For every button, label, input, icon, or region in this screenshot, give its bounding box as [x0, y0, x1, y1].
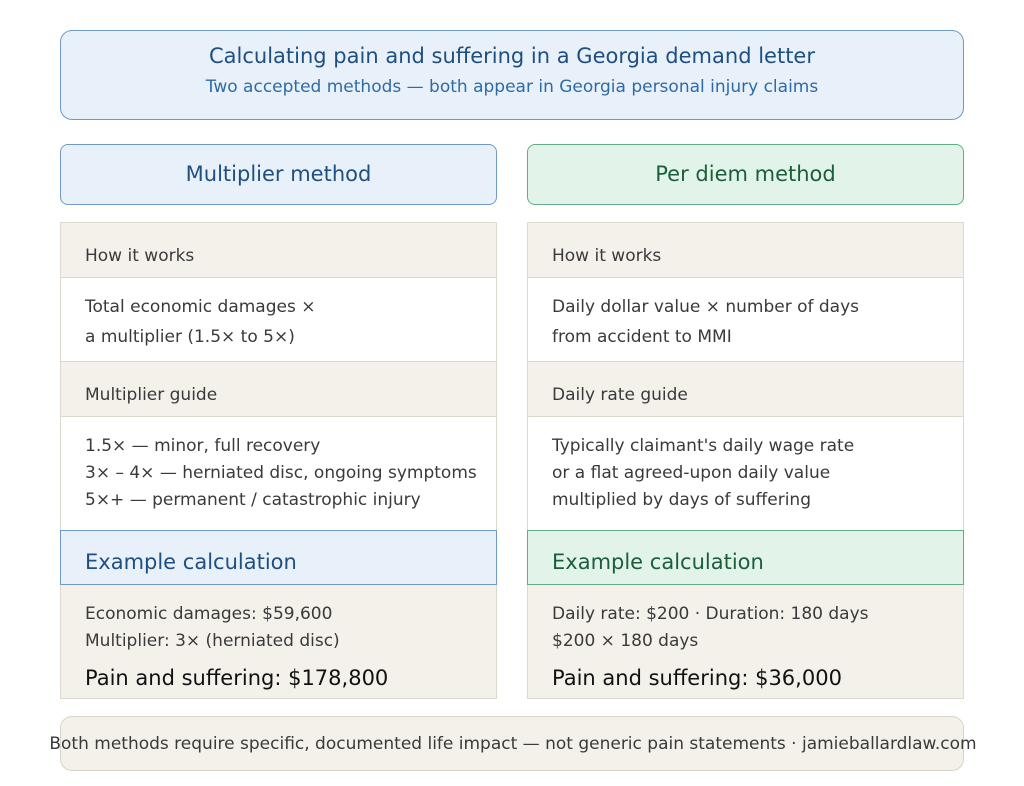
guide-line: 3× – 4× — herniated disc, ongoing sympto… — [85, 463, 477, 483]
daily-rate-guide-body: Typically claimant's daily wage rate or … — [528, 417, 963, 530]
guide-line: multiplied by days of suffering — [552, 490, 811, 510]
example-line: Multiplier: 3× (herniated disc) — [85, 631, 340, 651]
how-it-works-label: How it works — [552, 246, 662, 266]
example-calculation-heading: Example calculation — [60, 530, 497, 585]
example-calculation-heading: Example calculation — [527, 530, 964, 585]
footer-note: Both methods require specific, documente… — [49, 716, 977, 771]
multiplier-method-panel: How it works Total economic damages × a … — [60, 222, 497, 699]
guide-line: Typically claimant's daily wage rate — [552, 436, 855, 456]
pain-and-suffering-result: Pain and suffering: $36,000 — [552, 666, 842, 690]
how-line: a multiplier (1.5× to 5×) — [85, 327, 295, 347]
how-line: Total economic damages × — [85, 297, 316, 317]
guide-line: 1.5× — minor, full recovery — [85, 436, 321, 456]
example-line: Economic damages: $59,600 — [85, 604, 333, 624]
example-calculation-label: Example calculation — [552, 550, 764, 574]
multiplier-method-heading: Multiplier method — [60, 144, 497, 205]
example-calculation-label: Example calculation — [85, 550, 297, 574]
per-diem-method-panel: How it works Daily dollar value × number… — [527, 222, 964, 699]
multiplier-guide-label: Multiplier guide — [85, 385, 218, 405]
how-line: Daily dollar value × number of days — [552, 297, 860, 317]
example-calculation-body: Economic damages: $59,600 Multiplier: 3×… — [61, 585, 496, 698]
how-it-works-label: How it works — [85, 246, 195, 266]
pain-and-suffering-result: Pain and suffering: $178,800 — [85, 666, 389, 690]
how-it-works-body: Daily dollar value × number of days from… — [528, 278, 963, 362]
example-line: Daily rate: $200 · Duration: 180 days — [552, 604, 869, 624]
page-title: Calculating pain and suffering in a Geor… — [209, 44, 815, 68]
guide-line: 5×+ — permanent / catastrophic injury — [85, 490, 421, 510]
per-diem-method-heading: Per diem method — [527, 144, 964, 205]
example-line: $200 × 180 days — [552, 631, 699, 651]
how-line: from accident to MMI — [552, 327, 732, 347]
multiplier-guide-section: Multiplier guide — [61, 362, 496, 417]
how-it-works-section: How it works — [528, 223, 963, 278]
example-calculation-body: Daily rate: $200 · Duration: 180 days $2… — [528, 585, 963, 698]
how-it-works-section: How it works — [61, 223, 496, 278]
page-subtitle: Two accepted methods — both appear in Ge… — [205, 77, 819, 97]
guide-line: or a flat agreed-upon daily value — [552, 463, 831, 483]
multiplier-guide-body: 1.5× — minor, full recovery 3× – 4× — he… — [61, 417, 496, 530]
title-banner: Calculating pain and suffering in a Geor… — [60, 30, 964, 120]
daily-rate-guide-label: Daily rate guide — [552, 385, 688, 405]
how-it-works-body: Total economic damages × a multiplier (1… — [61, 278, 496, 362]
daily-rate-guide-section: Daily rate guide — [528, 362, 963, 417]
footer-text: Both methods require specific, documente… — [49, 734, 977, 754]
